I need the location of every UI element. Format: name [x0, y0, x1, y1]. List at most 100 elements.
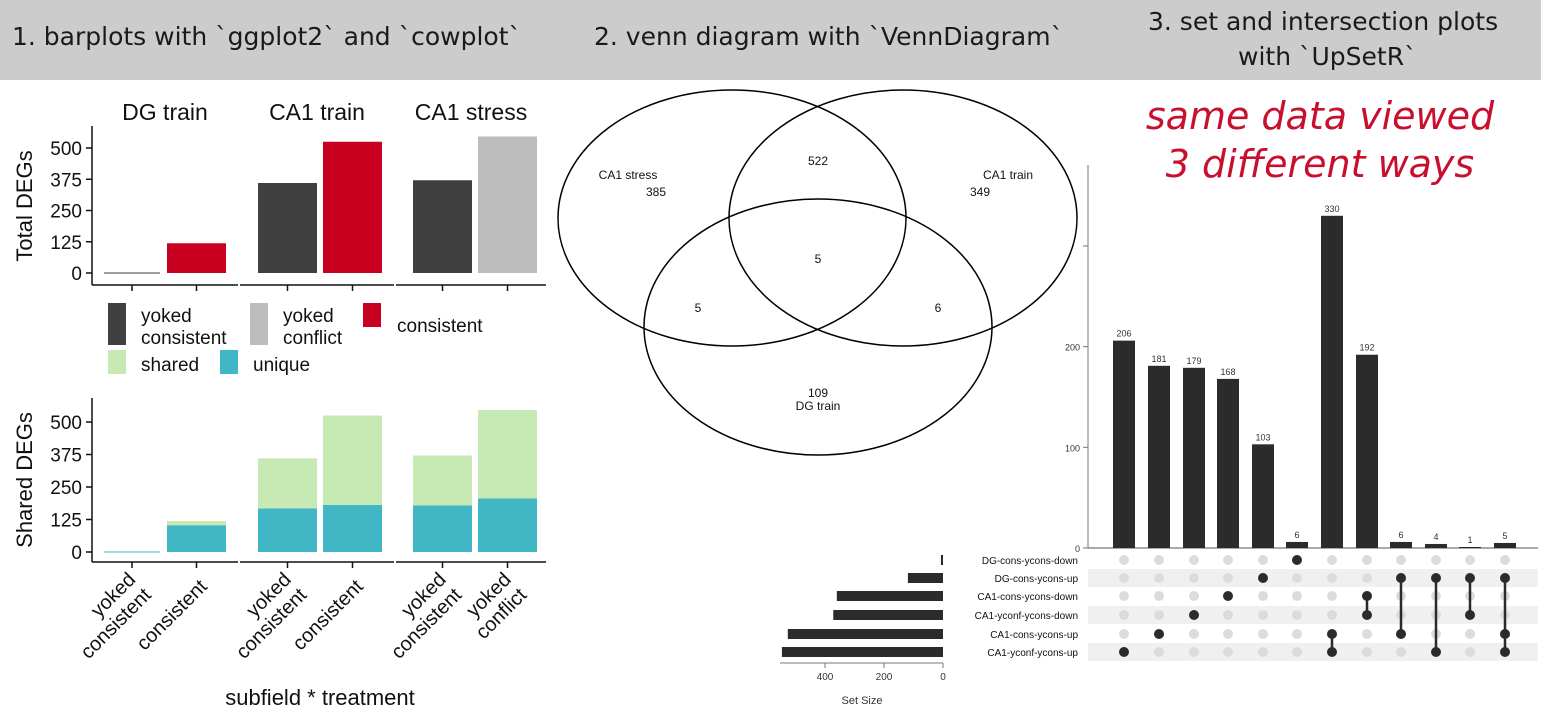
total-bar-yoked_consistent — [258, 183, 317, 273]
shared-bar-shared — [323, 415, 382, 505]
venn-count: 109 — [808, 386, 828, 400]
matrix-dot-empty — [1362, 555, 1372, 565]
set-name-label: CA1-cons-ycons-down — [977, 592, 1078, 603]
matrix-dot-empty — [1396, 647, 1406, 657]
shared-bar-unique — [258, 508, 317, 552]
matrix-dot-filled — [1292, 555, 1302, 565]
matrix-dot-filled — [1189, 610, 1199, 620]
legend-key-consistent — [363, 303, 381, 327]
intersection-bar — [1425, 543, 1447, 548]
legend-key-yoked_consistent — [108, 303, 126, 345]
matrix-dot-empty — [1223, 629, 1233, 639]
matrix-dot-filled — [1223, 591, 1233, 601]
matrix-dot-empty — [1362, 629, 1372, 639]
matrix-dot-empty — [1292, 647, 1302, 657]
y-tick-label: 0 — [71, 543, 82, 564]
y-tick-label: 500 — [50, 139, 82, 160]
set-size-bar — [787, 629, 943, 639]
intersection-size-label: 5 — [1502, 531, 1507, 541]
intersection-size-label: 6 — [1398, 530, 1403, 540]
venn-count: 6 — [935, 301, 942, 315]
matrix-dot-empty — [1396, 555, 1406, 565]
matrix-dot-empty — [1189, 647, 1199, 657]
set-size-tick-label: 200 — [876, 672, 893, 683]
shared-bar-shared — [413, 455, 472, 506]
set-name-label: CA1-yconf-ycons-down — [975, 611, 1078, 622]
x-tick-label: yokedconflict — [456, 568, 531, 643]
set-name-label: CA1-cons-ycons-up — [990, 630, 1078, 641]
venn-circle-ca1-stress — [557, 89, 907, 347]
shared-bar-unique — [478, 498, 537, 552]
y-tick-label: 250 — [50, 202, 82, 223]
matrix-dot-empty — [1292, 573, 1302, 583]
intersection-bar — [1321, 215, 1343, 549]
venn-set-label: CA1 stress — [599, 168, 658, 182]
x-tick-label-line: consistent — [288, 575, 368, 655]
intersection-bar — [1390, 541, 1412, 548]
matrix-dot-empty — [1327, 573, 1337, 583]
legend-key-shared — [108, 350, 126, 374]
facet-label: DG train — [122, 99, 208, 125]
y-tick-label: 0 — [71, 264, 82, 285]
matrix-dot-filled — [1119, 647, 1129, 657]
set-size-tick-label: 0 — [940, 672, 946, 683]
legend-key-unique — [220, 350, 238, 374]
tagline-line1: same data viewed — [1145, 94, 1495, 138]
matrix-dot-empty — [1119, 573, 1129, 583]
intersection-bar — [1252, 444, 1274, 548]
set-name-label: DG-cons-ycons-up — [995, 574, 1079, 585]
shared-bar-unique — [104, 551, 160, 553]
matrix-dot-empty — [1327, 591, 1337, 601]
matrix-dot-empty — [1154, 555, 1164, 565]
matrix-dot-empty — [1292, 629, 1302, 639]
legend-label: unique — [253, 355, 310, 376]
y-tick-label: 125 — [50, 233, 82, 254]
intersection-size-label: 192 — [1359, 343, 1374, 353]
matrix-row-stripe — [1088, 643, 1538, 661]
y-tick-label: 375 — [50, 446, 82, 467]
matrix-dot-empty — [1465, 647, 1475, 657]
matrix-dot-empty — [1362, 647, 1372, 657]
facet-label: CA1 train — [269, 99, 365, 125]
intersection-size-label: 179 — [1186, 356, 1201, 366]
matrix-dot-empty — [1500, 555, 1510, 565]
matrix-dot-empty — [1431, 555, 1441, 565]
matrix-dot-filled — [1154, 629, 1164, 639]
intersection-size-label: 206 — [1116, 329, 1131, 339]
intersection-size-label: 1 — [1467, 535, 1472, 545]
y-tick-label: 375 — [50, 170, 82, 191]
intersection-bar — [1148, 365, 1170, 548]
header-title-upset-line1: 3. set and intersection plots — [1148, 7, 1499, 36]
shared-bar-shared — [478, 410, 537, 499]
venn-count: 522 — [808, 154, 828, 168]
intersection-size-label: 330 — [1324, 204, 1339, 214]
x-tick-label: consistent — [288, 575, 368, 655]
shared-bar-unique — [167, 525, 226, 552]
venn-circle-ca1-train — [728, 89, 1078, 347]
matrix-row-stripe — [1088, 569, 1538, 587]
x-tick-label: consistent — [132, 575, 212, 655]
matrix-dot-empty — [1258, 629, 1268, 639]
header-title-barplots: 1. barplots with `ggplot2` and `cowplot` — [12, 22, 522, 51]
intersection-bar — [1183, 367, 1205, 548]
intersection-bar — [1356, 354, 1378, 548]
venn-count: 5 — [695, 301, 702, 315]
intersection-size-label: 168 — [1220, 367, 1235, 377]
matrix-dot-empty — [1154, 591, 1164, 601]
shared-bar-unique — [413, 505, 472, 552]
venn-count: 5 — [815, 252, 822, 266]
total-bar-consistent — [167, 243, 226, 273]
matrix-dot-empty — [1189, 629, 1199, 639]
shared-bar-shared — [258, 458, 317, 509]
matrix-dot-empty — [1119, 555, 1129, 565]
set-size-bar — [907, 573, 943, 583]
header-title-upset-line2: with `UpSetR` — [1238, 42, 1417, 71]
legend-key-yoked_conflict — [250, 303, 268, 345]
venn-set-label: DG train — [796, 399, 841, 413]
matrix-dot-empty — [1223, 573, 1233, 583]
matrix-dot-empty — [1119, 629, 1129, 639]
matrix-dot-empty — [1292, 591, 1302, 601]
intersection-bar — [1113, 340, 1135, 548]
intersection-bar — [1459, 546, 1481, 548]
venn-count: 385 — [646, 185, 666, 199]
